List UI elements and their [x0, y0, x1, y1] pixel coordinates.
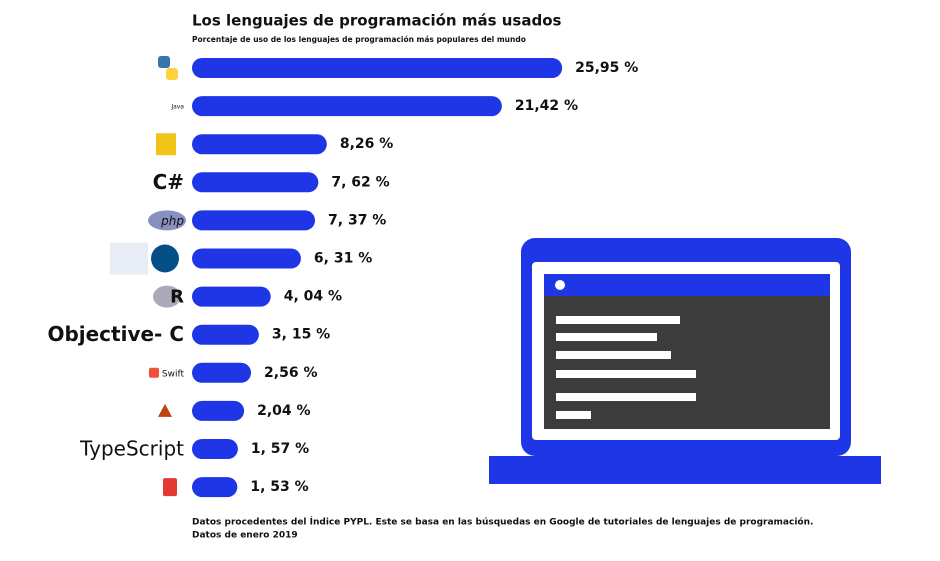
bar [192, 400, 245, 421]
value-label: 1, 57 % [251, 441, 309, 457]
value-label: 21,42 % [515, 98, 578, 114]
category-label: C# [153, 170, 184, 194]
footnote: Datos procedentes del Índice PYPL. Este … [192, 516, 813, 528]
value-label: 8,26 % [340, 136, 393, 152]
footnote: Datos de enero 2019 [192, 531, 298, 541]
value-label: 2,56 % [264, 365, 317, 381]
icon [166, 68, 178, 80]
category-label: TypeScript [79, 437, 184, 461]
icon [163, 478, 177, 497]
icon [151, 244, 179, 273]
bar [192, 324, 259, 345]
icon [148, 210, 186, 231]
icon [149, 367, 159, 378]
value-label: 4, 04 % [284, 289, 342, 305]
icon [153, 285, 181, 308]
chart-title: Los lenguajes de programación más usados [192, 12, 562, 30]
bar [192, 286, 271, 307]
bar [192, 134, 327, 155]
category-label: Swift [162, 369, 185, 379]
bar [192, 58, 563, 78]
bar [192, 477, 238, 498]
bar [192, 96, 502, 117]
category-label: R [170, 287, 184, 308]
bar [192, 439, 238, 459]
icon [156, 133, 176, 156]
bar [192, 362, 252, 383]
category-label: Java [170, 104, 184, 111]
value-label: 2,04 % [257, 403, 310, 419]
value-label: 3, 15 % [272, 327, 330, 343]
value-label: 25,95 % [575, 60, 638, 76]
bar [192, 210, 316, 231]
bar [192, 172, 319, 193]
icon [158, 56, 170, 68]
value-label: 1, 53 % [250, 479, 308, 495]
chart-subtitle: Porcentaje de uso de los lenguajes de pr… [192, 35, 526, 44]
value-label: 6, 31 % [314, 251, 372, 267]
category-label: php [160, 214, 184, 228]
category-label: Objective- C [47, 322, 184, 346]
value-label: 7, 37 % [328, 212, 386, 228]
bar [192, 248, 301, 269]
laptop-illustration [489, 238, 881, 484]
icon [158, 403, 172, 417]
value-label: 7, 62 % [331, 174, 389, 190]
icon [110, 242, 148, 275]
